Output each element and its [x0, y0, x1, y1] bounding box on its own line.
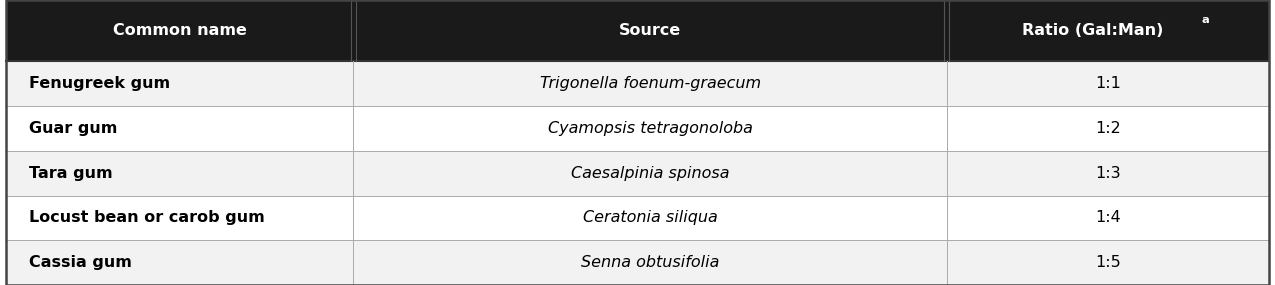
Text: Senna obtusifolia: Senna obtusifolia — [581, 255, 719, 270]
Text: Tara gum: Tara gum — [29, 166, 113, 181]
Text: Cassia gum: Cassia gum — [29, 255, 133, 270]
Text: 1:1: 1:1 — [1095, 76, 1121, 91]
Text: Common name: Common name — [113, 23, 247, 38]
Text: Caesalpinia spinosa: Caesalpinia spinosa — [571, 166, 729, 181]
Bar — [6, 151, 1269, 196]
Bar — [6, 0, 1269, 61]
Text: Fenugreek gum: Fenugreek gum — [29, 76, 171, 91]
Bar — [6, 196, 1269, 240]
Text: 1:4: 1:4 — [1095, 210, 1121, 225]
Text: Guar gum: Guar gum — [29, 121, 117, 136]
Text: Source: Source — [618, 23, 681, 38]
Bar — [6, 61, 1269, 106]
Bar — [6, 106, 1269, 151]
Text: a: a — [1202, 15, 1210, 25]
Bar — [6, 240, 1269, 285]
Text: Ratio (Gal:Man): Ratio (Gal:Man) — [1021, 23, 1163, 38]
Text: Trigonella foenum-graecum: Trigonella foenum-graecum — [539, 76, 761, 91]
Text: Locust bean or carob gum: Locust bean or carob gum — [29, 210, 265, 225]
Text: Ceratonia siliqua: Ceratonia siliqua — [583, 210, 718, 225]
Text: Cyamopsis tetragonoloba: Cyamopsis tetragonoloba — [548, 121, 752, 136]
Text: 1:3: 1:3 — [1095, 166, 1121, 181]
Text: 1:5: 1:5 — [1095, 255, 1121, 270]
Text: 1:2: 1:2 — [1095, 121, 1121, 136]
